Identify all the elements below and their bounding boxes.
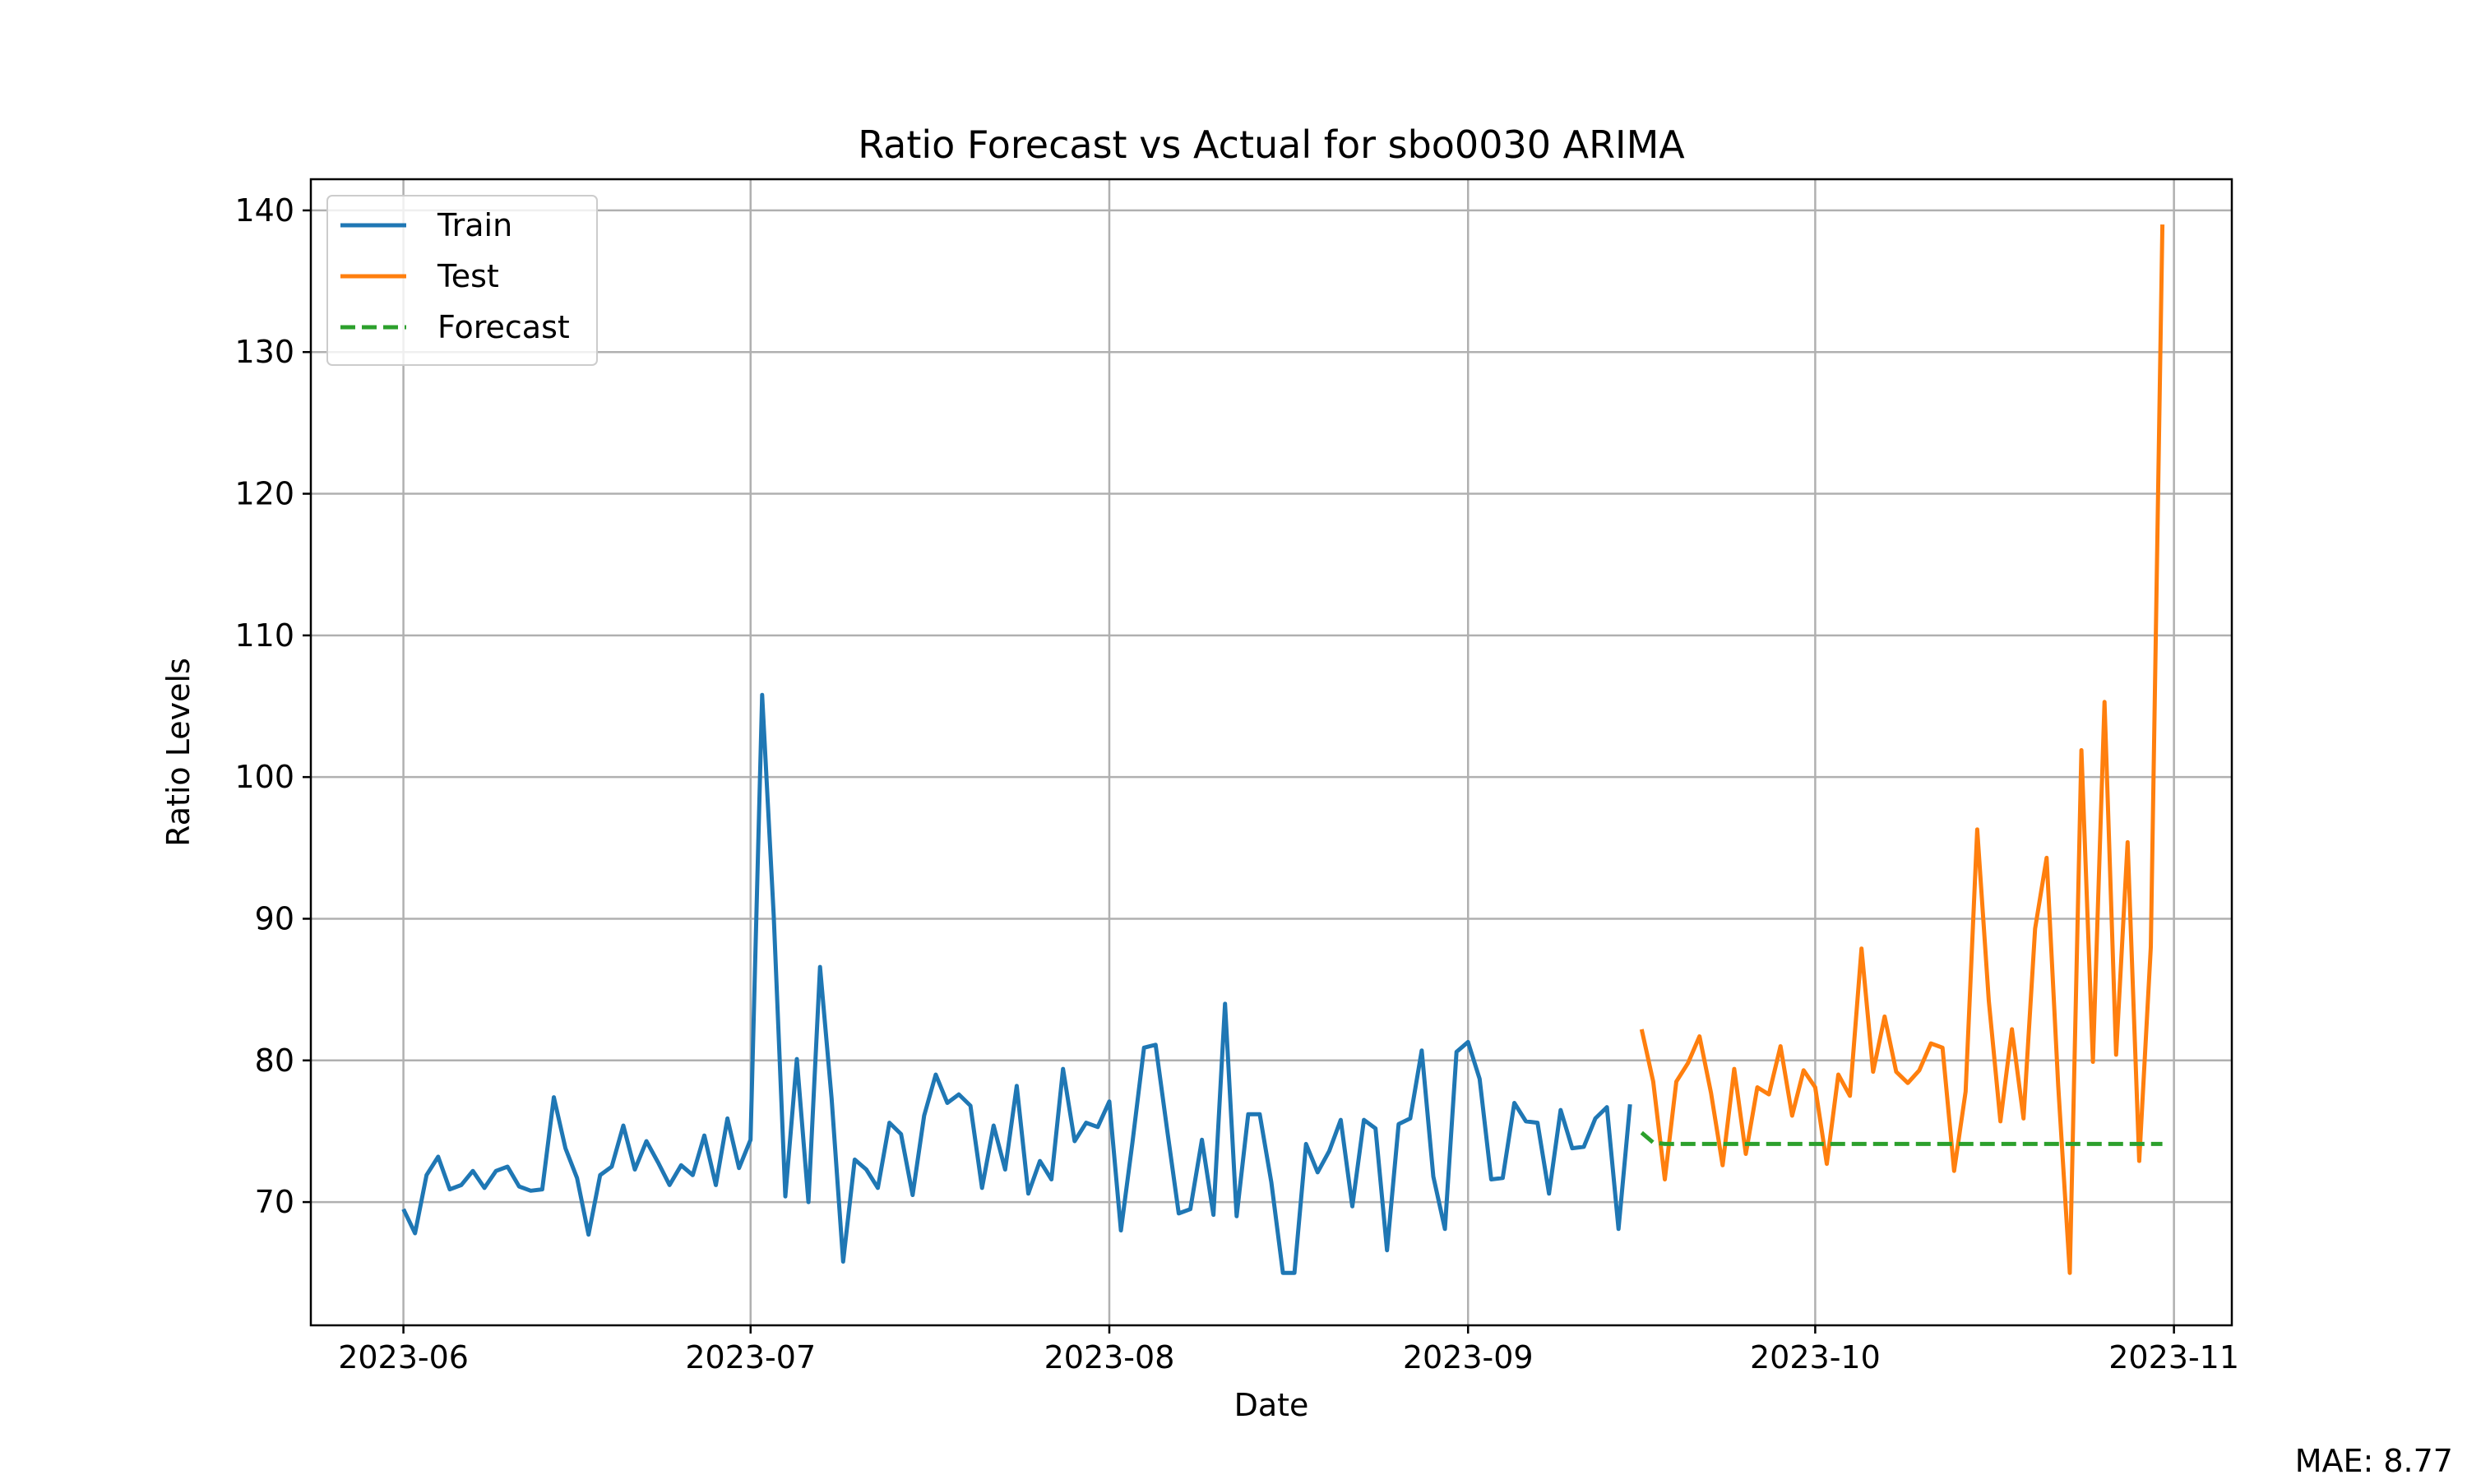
grid-layer [311,179,2232,1325]
chart-title: Ratio Forecast vs Actual for sbo0030 ARI… [858,123,1685,167]
x-tick-label: 2023-06 [338,1339,469,1375]
plot-frame [309,178,2233,1327]
mae-note: MAE: 8.77 [2295,1443,2453,1479]
legend: Train Test Forecast [326,195,598,366]
series-line-train [401,692,1632,1275]
x-tick-label: 2023-10 [1750,1339,1881,1375]
x-tick-label: 2023-11 [2108,1339,2239,1375]
x-axis-label: Date [1234,1387,1309,1423]
series-line-test [1639,224,2165,1275]
x-tick-label: 2023-09 [1403,1339,1534,1375]
legend-label-test: Test [437,258,499,294]
x-tick-label: 2023-08 [1044,1339,1175,1375]
y-tick-label: 80 [255,1042,294,1079]
y-tick-label: 110 [234,617,294,654]
y-tick-label: 90 [255,900,294,936]
legend-label-forecast: Forecast [437,309,570,345]
y-axis-label: Ratio Levels [160,658,197,847]
y-tick-label: 70 [255,1184,294,1220]
y-tick-label: 140 [234,192,294,229]
legend-label-train: Train [437,207,512,243]
y-tick-label: 100 [234,759,294,795]
y-tick-label: 120 [234,476,294,512]
series-line-forecast [1640,1130,2163,1146]
series-layer [401,224,2165,1275]
legend-box [326,195,598,366]
ticks-layer: 2023-06 2023-07 2023-08 2023-09 2023-10 2023-… [234,192,2239,1375]
x-tick-label: 2023-07 [685,1339,816,1375]
y-tick-label: 130 [234,334,294,370]
